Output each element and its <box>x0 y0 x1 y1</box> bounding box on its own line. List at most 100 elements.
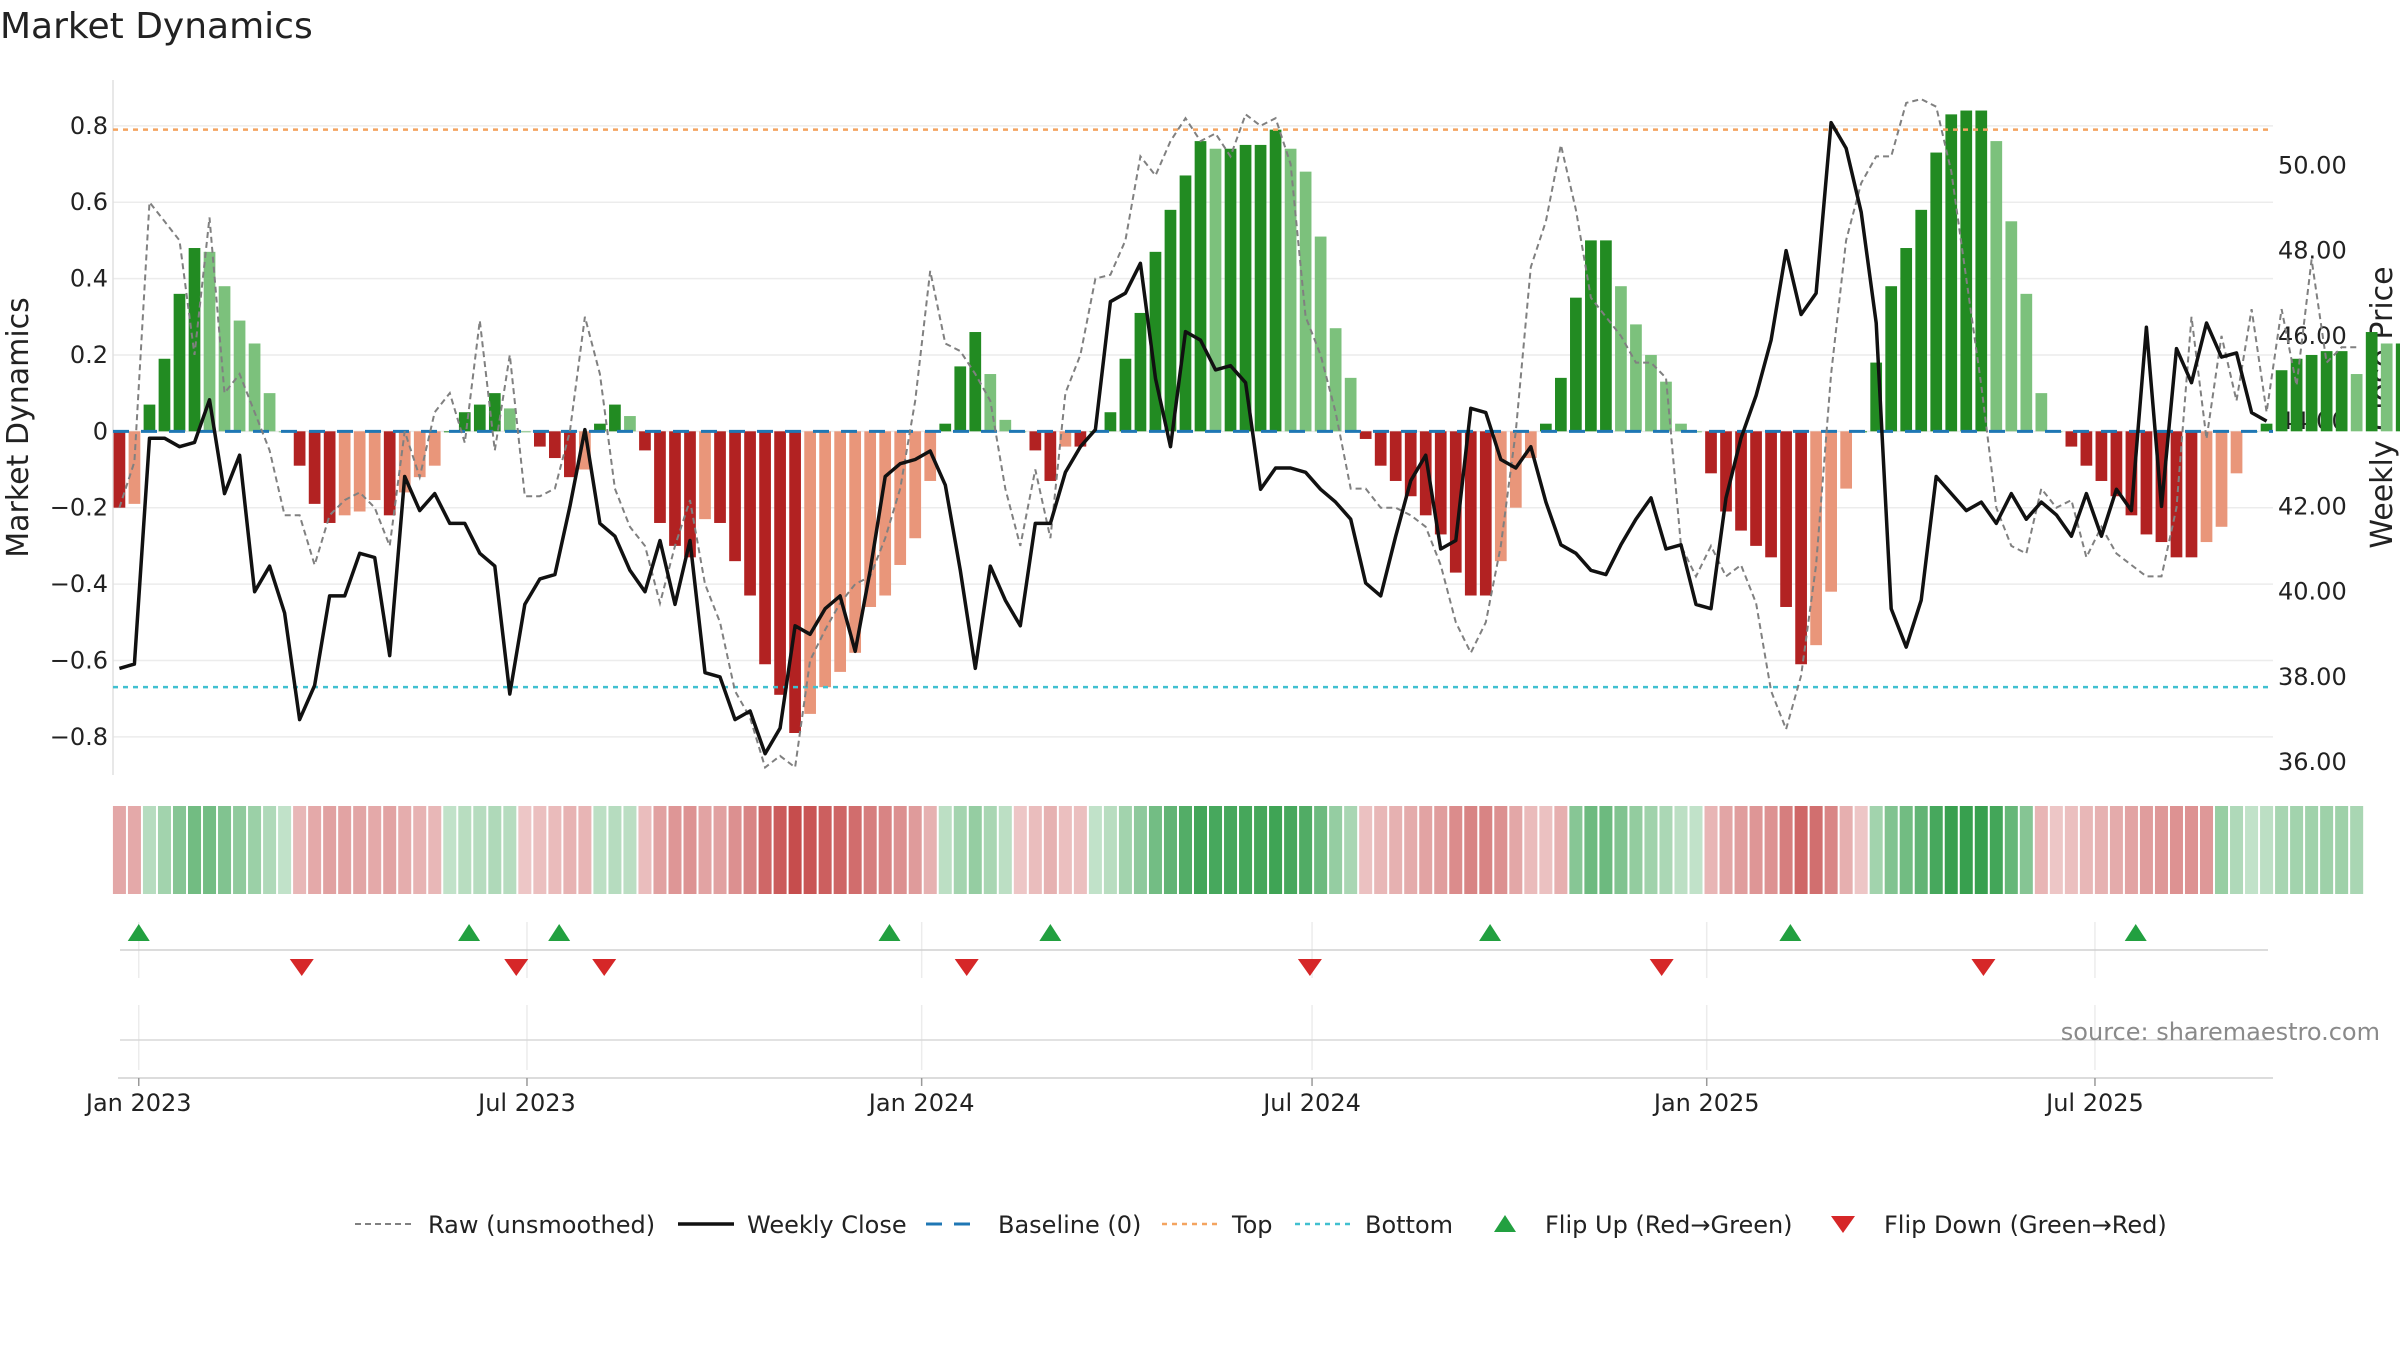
regime-strip-cell <box>983 806 997 894</box>
dynamics-bar <box>1239 144 1252 432</box>
regime-strip-cell <box>623 806 637 894</box>
regime-strip-cell <box>1869 806 1883 894</box>
dynamics-bar <box>338 431 351 516</box>
regime-strip-cell <box>758 806 772 894</box>
dynamics-bar <box>1494 431 1507 562</box>
dynamics-bar <box>1600 240 1612 432</box>
dynamics-bar <box>729 431 741 562</box>
regime-strip-cell <box>1509 806 1523 894</box>
regime-strip-cell <box>443 806 457 894</box>
regime-strip-cell <box>1824 806 1838 894</box>
regime-strip-cell <box>1464 806 1478 894</box>
regime-strip-cell <box>2034 806 2048 894</box>
regime-strip-cell <box>908 806 922 894</box>
dynamics-bar <box>1660 381 1672 432</box>
regime-strip-cell <box>1043 806 1057 894</box>
dynamics-bar <box>1419 431 1432 516</box>
regime-strip-cell <box>1884 806 1898 894</box>
regime-strip-cell <box>323 806 337 894</box>
y2-tick-label: 40.00 <box>2278 578 2347 606</box>
regime-strip-cell <box>1103 806 1117 894</box>
regime-strip-cell <box>1584 806 1598 894</box>
dynamics-bar <box>1885 286 1898 432</box>
regime-strip-cell <box>1914 806 1928 894</box>
dynamics-bar <box>789 431 801 733</box>
dynamics-bar <box>128 431 141 504</box>
dynamics-bar <box>609 404 621 432</box>
regime-strip-cell <box>338 806 352 894</box>
dynamics-bar <box>699 431 711 520</box>
dynamics-bar <box>1284 148 1297 432</box>
legend-swatch <box>1831 1216 1855 1233</box>
regime-strip-cell <box>1254 806 1268 894</box>
dynamics-bar <box>1344 377 1357 432</box>
x-tick-label: Jul 2025 <box>2044 1089 2144 1117</box>
regime-strip-cell <box>1284 806 1298 894</box>
regime-strip-cell <box>803 806 817 894</box>
flip-down-marker <box>592 959 617 976</box>
y-tick-label: −0.6 <box>50 646 108 674</box>
regime-strip-cell <box>1779 806 1793 894</box>
dynamics-bar <box>2035 393 2048 432</box>
regime-strip-cell <box>2350 806 2364 894</box>
regime-strip-cell <box>203 806 217 894</box>
dynamics-bar <box>984 374 997 432</box>
regime-strip-cell <box>1929 806 1943 894</box>
dynamics-bar <box>1194 141 1207 432</box>
dynamics-bar <box>1960 110 1973 432</box>
dynamics-bar <box>2200 431 2213 543</box>
regime-strip-cell <box>1494 806 1508 894</box>
dynamics-bar <box>999 419 1012 432</box>
regime-strip-cell <box>1359 806 1373 894</box>
dynamics-bar <box>293 431 306 466</box>
dynamics-bar <box>2020 293 2033 432</box>
dynamics-bar <box>398 431 411 493</box>
raw-series-line <box>118 98 2357 770</box>
regime-strip-cell <box>1088 806 1102 894</box>
regime-strip-cell <box>157 806 171 894</box>
dynamics-bar <box>2395 343 2400 432</box>
regime-strip-cell <box>1794 806 1808 894</box>
regime-strip-cell <box>2320 806 2334 894</box>
dynamics-bar <box>533 431 546 447</box>
dynamics-bar <box>2350 374 2363 432</box>
regime-strip-cell <box>848 806 862 894</box>
dynamics-bar <box>1870 362 1883 432</box>
dynamics-bar <box>1645 354 1657 432</box>
dynamics-bar <box>1780 431 1792 607</box>
regime-strip-cell <box>1434 806 1448 894</box>
y-tick-label: 0.4 <box>70 265 108 293</box>
y-tick-label: −0.4 <box>50 570 108 598</box>
dynamics-bar <box>1795 431 1807 665</box>
regime-strip-cell <box>2154 806 2168 894</box>
dynamics-bar <box>1615 286 1627 432</box>
dynamics-bar <box>383 431 396 516</box>
dynamics-bar <box>654 431 666 523</box>
legend-label: Bottom <box>1365 1211 1453 1239</box>
dynamics-bar <box>1269 129 1282 432</box>
y-tick-label: 0.2 <box>70 341 108 369</box>
dynamics-bar <box>1735 431 1747 531</box>
y-axis-label: Market Dynamics <box>1 297 36 558</box>
dynamics-bar <box>1585 240 1597 432</box>
regime-strip-cell <box>518 806 532 894</box>
regime-strip-cell <box>833 806 847 894</box>
dynamics-bar <box>594 423 606 432</box>
regime-strip-cell <box>1704 806 1718 894</box>
regime-strip-cell <box>1989 806 2003 894</box>
regime-strip-cell <box>1539 806 1553 894</box>
dynamics-bar <box>2260 423 2273 432</box>
x-tick-label: Jan 2025 <box>1652 1089 1760 1117</box>
regime-strip-cell <box>818 806 832 894</box>
regime-strip-cell <box>968 806 982 894</box>
dynamics-bar <box>1254 144 1267 432</box>
dynamics-bar <box>488 393 501 432</box>
regime-strip-cell <box>1178 806 1192 894</box>
regime-strip-cell <box>308 806 322 894</box>
flip-up-marker <box>127 924 150 941</box>
regime-strip-cell <box>1389 806 1403 894</box>
dynamics-bar <box>1374 431 1387 466</box>
legend-swatch <box>1494 1215 1516 1232</box>
regime-strip-cell <box>218 806 232 894</box>
dynamics-bar <box>1524 431 1537 459</box>
